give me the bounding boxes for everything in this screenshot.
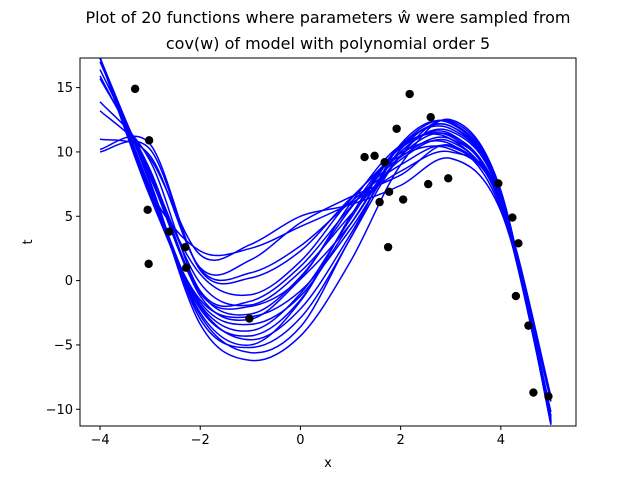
data-point-13 (383, 242, 393, 252)
data-point-16 (398, 195, 408, 204)
data-point-21 (494, 179, 503, 188)
y-axis-label: t (21, 239, 36, 244)
data-point-6 (181, 242, 190, 252)
data-point-17 (405, 89, 414, 99)
data-point-5 (164, 227, 174, 236)
chart-title-line-2: cov(w) of model with polynomial order 5 (166, 34, 490, 53)
data-point-2 (144, 136, 154, 145)
data-point-9 (360, 152, 369, 162)
data-point-27 (544, 392, 553, 401)
data-point-8 (245, 314, 254, 323)
y-tick-label: 0 (65, 274, 73, 289)
data-point-24 (511, 291, 521, 301)
data-point-25 (524, 321, 533, 330)
x-tick-label: 4 (497, 433, 505, 448)
function-curve-20 (99, 58, 552, 423)
y-tick-label: −5 (54, 338, 73, 353)
points-layer (130, 84, 553, 401)
x-tick-label: 2 (397, 433, 405, 448)
data-point-12 (380, 158, 389, 167)
data-point-7 (182, 263, 191, 272)
data-point-4 (144, 259, 153, 269)
data-point-1 (130, 84, 140, 94)
data-point-18 (424, 179, 433, 189)
function-curve-18 (99, 75, 552, 418)
x-axis-ticks: −4 −2 0 2 4 (90, 426, 505, 448)
y-tick-label: 10 (56, 145, 73, 160)
data-point-19 (426, 112, 435, 122)
x-axis-label: x (324, 456, 332, 471)
function-curve-16 (99, 58, 552, 422)
data-point-15 (392, 124, 401, 133)
x-tick-label: −4 (90, 433, 109, 448)
y-tick-label: 15 (56, 81, 73, 96)
y-tick-label: −10 (46, 403, 73, 418)
data-point-10 (370, 151, 379, 160)
data-point-23 (514, 239, 523, 248)
y-tick-label: 5 (65, 210, 73, 225)
function-curve-2 (99, 110, 552, 400)
data-point-20 (444, 174, 453, 183)
data-point-14 (384, 187, 394, 197)
data-point-26 (529, 388, 538, 397)
plot-frame (79, 57, 577, 427)
data-point-22 (508, 213, 517, 222)
x-tick-label: 0 (296, 433, 304, 448)
chart-title-line-1: Plot of 20 functions where parameters ŵ … (86, 8, 571, 27)
y-axis-ticks: −10 −5 0 5 10 15 (46, 81, 80, 418)
x-tick-label: −2 (191, 433, 210, 448)
function-curve-3 (99, 138, 552, 402)
data-point-3 (143, 205, 152, 215)
data-point-11 (375, 197, 384, 207)
